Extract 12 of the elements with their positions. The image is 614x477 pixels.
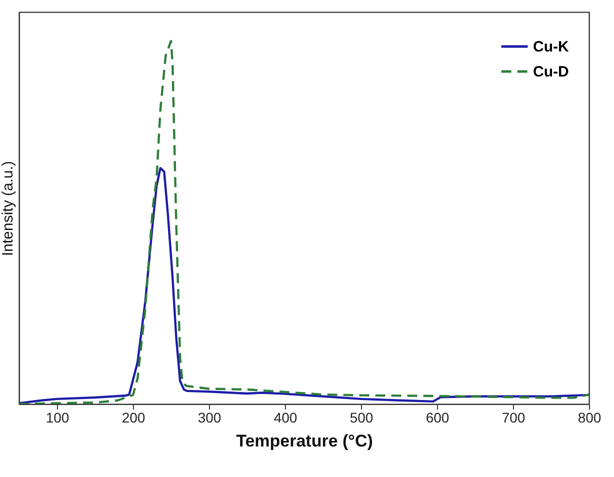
x-axis-title: Temperature (°C) xyxy=(236,432,373,450)
legend-label: Cu-D xyxy=(533,64,569,80)
y-axis-title: Intensity (a.u.) xyxy=(0,160,16,256)
x-tick-label: 800 xyxy=(578,410,602,426)
x-tick-label: 500 xyxy=(350,410,374,426)
x-tick-label: 400 xyxy=(274,410,298,426)
x-tick-label: 100 xyxy=(46,410,70,426)
x-tick-label: 700 xyxy=(502,410,526,426)
x-tick-label: 200 xyxy=(122,410,146,426)
legend-label: Cu-K xyxy=(533,38,569,56)
x-tick-label: 600 xyxy=(426,410,450,426)
x-tick-label: 300 xyxy=(198,410,222,426)
